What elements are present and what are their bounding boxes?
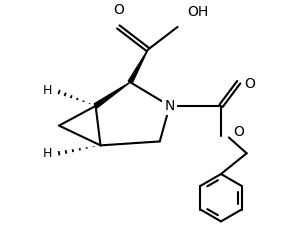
Text: O: O xyxy=(245,77,256,91)
Polygon shape xyxy=(128,50,148,83)
Text: OH: OH xyxy=(188,5,209,19)
Text: O: O xyxy=(113,3,124,17)
Text: O: O xyxy=(233,124,244,139)
Polygon shape xyxy=(94,82,130,108)
Text: H: H xyxy=(43,84,52,97)
Text: N: N xyxy=(164,99,175,113)
Text: H: H xyxy=(43,147,52,160)
